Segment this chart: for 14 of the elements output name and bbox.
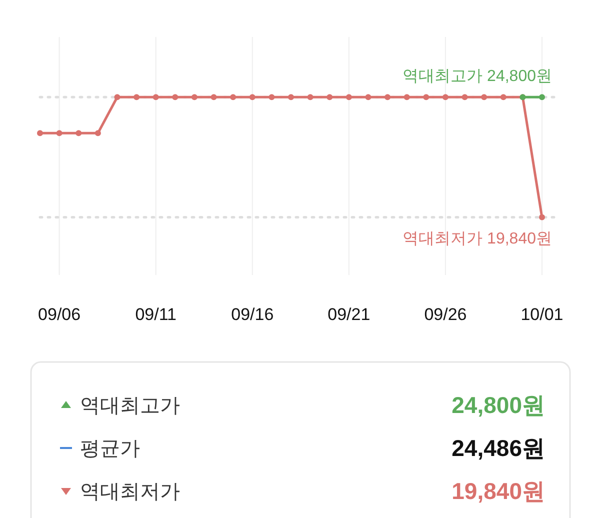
category-label: 역대최고가 bbox=[80, 395, 180, 417]
annotation: 역대최고가 24,800원 bbox=[402, 68, 552, 86]
category-label: 평균가 bbox=[80, 438, 140, 460]
x-tick-label: 09/06 bbox=[38, 305, 81, 324]
x-tick-label: 09/16 bbox=[231, 305, 274, 324]
x-tick-label: 09/21 bbox=[328, 305, 370, 324]
text: 24,800원 bbox=[452, 392, 545, 418]
annotation: 역대최저가 19,840원 bbox=[402, 230, 552, 248]
x-tick-label: 10/01 bbox=[520, 305, 564, 324]
x-tick-label: 09/11 bbox=[135, 305, 176, 324]
x-tick-label: 09/26 bbox=[424, 305, 467, 324]
text: 19,840원 bbox=[452, 478, 545, 504]
category-label: 역대최저가 bbox=[80, 481, 180, 503]
text: 24,486원 bbox=[452, 435, 545, 461]
